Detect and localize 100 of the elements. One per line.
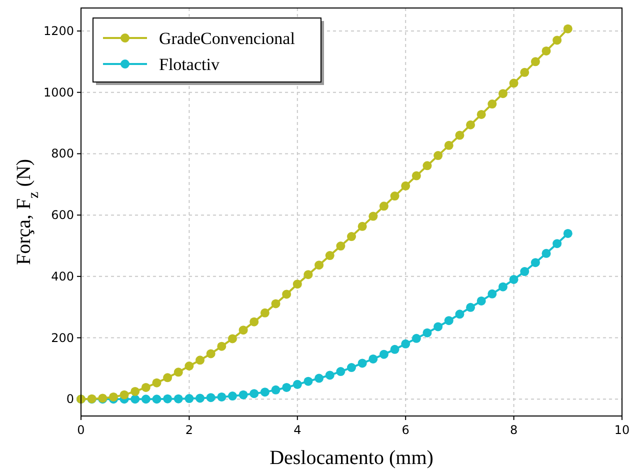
point (271, 299, 280, 308)
y-tick-label: 600 (51, 208, 74, 222)
point (509, 78, 518, 88)
point (163, 373, 172, 382)
point (336, 367, 346, 376)
point (368, 354, 378, 364)
point (422, 161, 432, 170)
point (120, 390, 129, 400)
point (434, 322, 443, 332)
x-tick-label: 2 (185, 423, 194, 437)
point (476, 296, 486, 306)
x-tick-label: 4 (294, 423, 302, 437)
point (552, 239, 562, 248)
point (444, 316, 454, 326)
point (563, 24, 572, 34)
point (314, 260, 324, 270)
point (530, 57, 540, 66)
point (141, 382, 150, 392)
point (347, 363, 356, 372)
point (520, 267, 530, 276)
y-tick-label: 1000 (43, 85, 74, 100)
point (488, 100, 497, 109)
point (206, 393, 216, 402)
point (325, 370, 334, 380)
point (292, 280, 302, 289)
point (455, 130, 464, 140)
point (304, 270, 313, 280)
point (401, 339, 410, 348)
point (379, 350, 388, 359)
point (260, 388, 270, 397)
point (368, 212, 378, 221)
point (174, 368, 183, 377)
point (271, 385, 280, 394)
y-tick-label: 400 (51, 269, 74, 284)
point (390, 344, 400, 354)
point (520, 68, 530, 77)
point (476, 110, 486, 119)
point (152, 378, 162, 388)
point (325, 251, 334, 260)
y-tick-label: 1200 (43, 24, 74, 38)
point (196, 356, 205, 365)
x-axis-title: Deslocamento (mm) (270, 447, 434, 469)
point (130, 386, 140, 396)
point (412, 334, 421, 343)
point (228, 392, 237, 401)
point (444, 140, 454, 150)
point (455, 310, 464, 319)
point (466, 302, 476, 312)
y-tick-label: 800 (51, 146, 74, 161)
point (304, 376, 313, 386)
legend-label: GradeConvencional (159, 29, 296, 48)
point (260, 308, 270, 318)
point (206, 349, 216, 358)
point (184, 394, 194, 404)
point (498, 282, 508, 292)
point (314, 374, 324, 383)
point (141, 394, 150, 404)
point (196, 394, 205, 403)
y-tick-label: 0 (66, 392, 74, 406)
point (108, 392, 118, 402)
point (282, 290, 292, 299)
point (509, 274, 518, 284)
point (130, 394, 140, 404)
point (542, 46, 551, 56)
point (358, 222, 367, 231)
point (530, 258, 540, 268)
x-tick-label: 6 (402, 423, 410, 437)
point (292, 380, 302, 389)
point (466, 120, 476, 130)
point (488, 289, 497, 298)
point (228, 334, 237, 344)
point (282, 382, 292, 392)
point (401, 181, 410, 190)
point (336, 242, 346, 251)
point (552, 36, 562, 45)
legend-label: Flotactiv (159, 55, 220, 74)
point (347, 232, 356, 242)
point (390, 192, 400, 201)
point (250, 389, 259, 398)
point (217, 342, 226, 351)
x-tick-label: 8 (510, 423, 518, 437)
point (174, 394, 183, 404)
x-tick-label: 0 (77, 423, 85, 437)
point (184, 361, 194, 370)
point (542, 248, 551, 258)
point (358, 358, 367, 368)
point (434, 151, 443, 160)
point (217, 392, 226, 402)
point (238, 326, 248, 335)
point (379, 202, 388, 211)
point (422, 328, 432, 338)
y-tick-label: 200 (51, 330, 74, 345)
point (498, 89, 508, 98)
point (250, 317, 259, 326)
point (152, 394, 162, 404)
x-tick-label: 10 (614, 423, 630, 437)
point (238, 390, 248, 400)
point (412, 171, 421, 180)
point (163, 394, 172, 404)
point (563, 228, 572, 238)
